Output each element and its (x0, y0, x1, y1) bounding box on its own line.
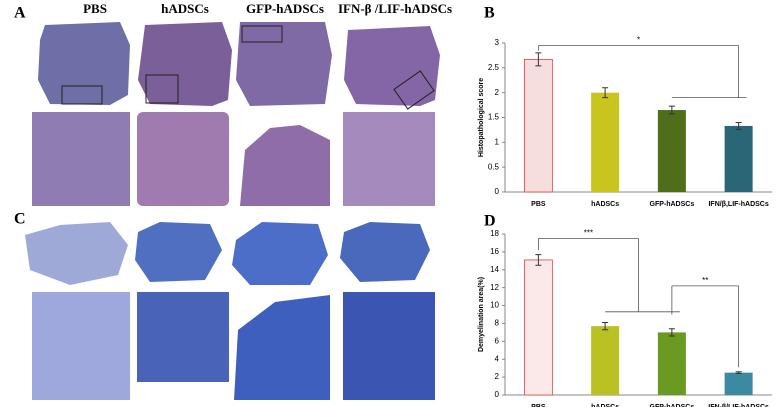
y-tick-label: 14 (490, 265, 499, 274)
zoom (137, 112, 229, 206)
y-tick-label: 12 (490, 283, 499, 292)
significance-bracket (671, 285, 740, 368)
error-bar (735, 121, 742, 130)
section (38, 22, 130, 105)
y-tick-label: 2.5 (488, 63, 500, 72)
zoom (32, 292, 130, 400)
column-header: hADSCs (161, 1, 209, 16)
x-tick-label: GFP-hADSCs (650, 404, 695, 407)
bar (591, 92, 620, 192)
bar (523, 58, 553, 193)
histology (25, 22, 440, 400)
significance-label: ** (702, 276, 708, 285)
y-axis-label: Demyelination area(%) (478, 277, 485, 352)
bar (657, 110, 686, 192)
y-tick-label: 0 (495, 187, 500, 196)
section (25, 222, 128, 285)
section (138, 22, 232, 106)
y-tick-label: 1 (495, 137, 500, 146)
zoom (343, 292, 435, 400)
y-tick-label: 18 (490, 229, 499, 238)
error-bar (735, 371, 742, 375)
error-bar (602, 322, 609, 331)
y-tick-label: 2 (495, 88, 500, 97)
y-tick-label: 2 (495, 372, 500, 381)
zoom (234, 295, 330, 400)
panel-label: C (14, 211, 26, 228)
significance-label: *** (584, 229, 593, 238)
x-tick-label: IFN-β/LIF-hADSCs (708, 404, 769, 407)
roi (241, 25, 283, 43)
significance-label: * (637, 36, 640, 45)
column-header: IFN-β /LIF-hADSCs (338, 1, 452, 16)
y-tick-label: 0.5 (488, 162, 500, 171)
bar (724, 372, 753, 395)
section (232, 222, 328, 285)
significance-bracket (537, 238, 680, 313)
error-bar (535, 52, 542, 67)
section (236, 22, 332, 106)
y-axis-label: Histopathological score (478, 78, 485, 157)
significance-bracket (537, 45, 747, 99)
zoom (343, 112, 435, 206)
x-tick-label: hADSCs (591, 201, 619, 208)
x-tick-label: IFN/β,LIF-hADSCs (708, 201, 768, 208)
x-tick-label: PBS (531, 404, 546, 407)
y-tick-label: 1.5 (488, 113, 500, 122)
column-header: GFP-hADSCs (246, 1, 324, 16)
panel-label: D (484, 213, 496, 230)
panel-label: B (484, 5, 495, 22)
section (135, 222, 222, 282)
error-bar (535, 254, 542, 266)
roi (145, 74, 179, 104)
roi (393, 70, 435, 110)
y-tick-label: 6 (495, 336, 500, 345)
error-bar (668, 328, 675, 337)
panel-label: A (14, 5, 26, 22)
zoom (32, 112, 130, 206)
y-tick-label: 16 (490, 247, 499, 256)
bar (523, 259, 553, 396)
column-header: PBS (83, 1, 107, 16)
y-tick-label: 3 (495, 38, 500, 47)
bar (724, 125, 753, 192)
roi (61, 85, 103, 105)
y-tick-label: 4 (495, 354, 500, 363)
zoom (240, 125, 330, 206)
bar (657, 332, 686, 395)
bar (591, 326, 620, 395)
x-tick-label: PBS (531, 201, 546, 208)
y-tick-label: 10 (490, 301, 499, 310)
x-tick-label: hADSCs (591, 404, 619, 407)
y-tick-label: 0 (495, 390, 500, 399)
section (344, 26, 440, 106)
error-bar (602, 87, 609, 99)
error-bar (668, 105, 675, 115)
zoom (137, 292, 229, 382)
y-tick-label: 8 (495, 319, 500, 328)
x-tick-label: GFP-hADSCs (650, 201, 695, 208)
section (340, 222, 430, 282)
